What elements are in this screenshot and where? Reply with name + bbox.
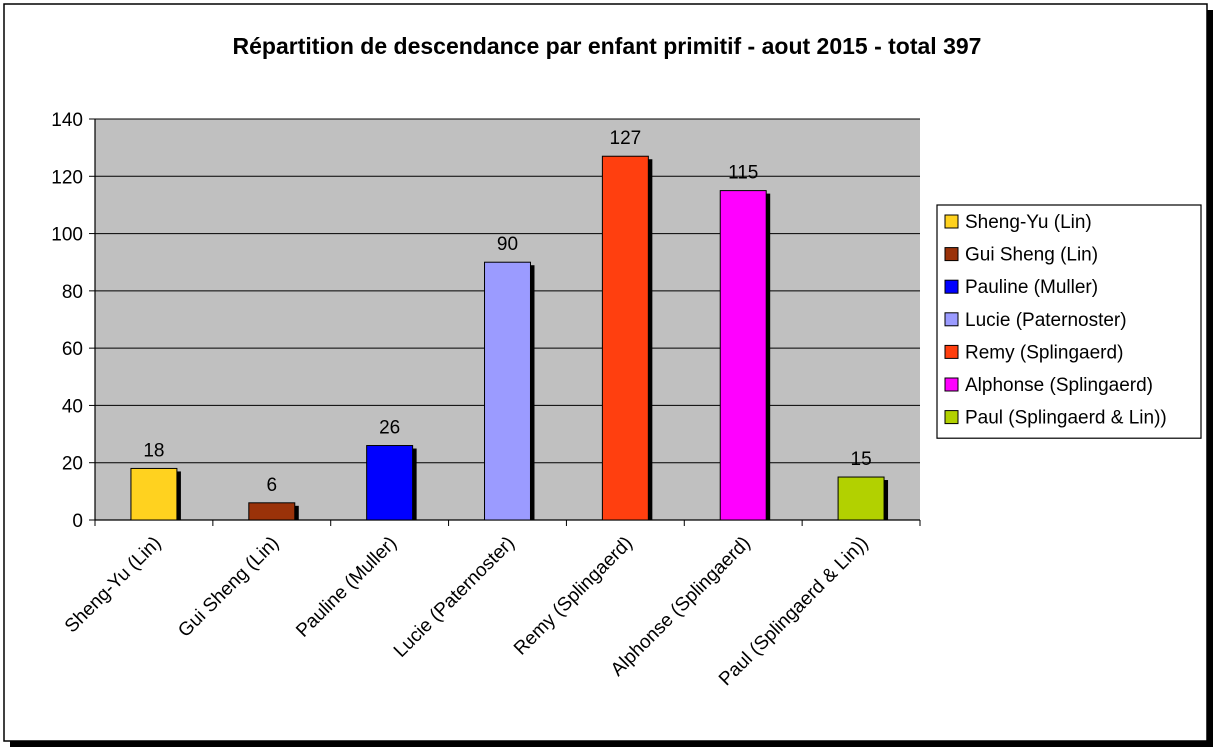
y-tick-label: 60 bbox=[62, 339, 83, 360]
chart-title: Répartition de descendance par enfant pr… bbox=[233, 33, 982, 59]
y-tick-label: 40 bbox=[62, 396, 83, 417]
legend: Sheng-Yu (Lin) Gui Sheng (Lin) Pauline (Mu… bbox=[936, 204, 1202, 439]
legend-swatch bbox=[944, 279, 959, 294]
y-tick-label: 140 bbox=[51, 110, 83, 131]
y-tick-label: 80 bbox=[62, 282, 83, 303]
legend-box bbox=[936, 204, 1202, 439]
data-label: 15 bbox=[851, 449, 872, 470]
legend-swatch bbox=[944, 247, 959, 262]
bar bbox=[484, 261, 531, 521]
data-label: 26 bbox=[379, 418, 400, 439]
bar bbox=[248, 502, 296, 521]
legend-label: Lucie (Paternoster) bbox=[965, 310, 1127, 331]
legend-label: Remy (Splingaerd) bbox=[965, 342, 1123, 363]
legend-swatch bbox=[944, 312, 959, 327]
legend-label: Gui Sheng (Lin) bbox=[965, 245, 1098, 266]
bar bbox=[837, 476, 885, 521]
data-label: 115 bbox=[728, 163, 758, 184]
data-label: 18 bbox=[143, 440, 164, 461]
legend-swatch bbox=[944, 344, 959, 359]
legend-label: Paul (Splingaerd & Lin)) bbox=[965, 408, 1167, 429]
y-tick-label: 100 bbox=[51, 225, 83, 246]
legend-label: Pauline (Muller) bbox=[965, 277, 1098, 298]
data-label: 127 bbox=[610, 128, 642, 149]
data-label: 6 bbox=[266, 475, 277, 496]
bar bbox=[366, 445, 414, 521]
legend-swatch bbox=[944, 410, 959, 425]
y-tick-label: 0 bbox=[72, 511, 83, 532]
y-tick-label: 20 bbox=[62, 454, 83, 475]
bar bbox=[719, 190, 767, 521]
bar bbox=[130, 467, 178, 521]
data-label: 90 bbox=[497, 234, 518, 255]
legend-label: Sheng-Yu (Lin) bbox=[965, 212, 1092, 233]
legend-swatch bbox=[944, 214, 959, 229]
legend-label: Alphonse (Splingaerd) bbox=[965, 375, 1153, 396]
legend-swatch bbox=[944, 377, 959, 392]
bar bbox=[601, 155, 649, 521]
y-tick-label: 120 bbox=[51, 167, 83, 188]
